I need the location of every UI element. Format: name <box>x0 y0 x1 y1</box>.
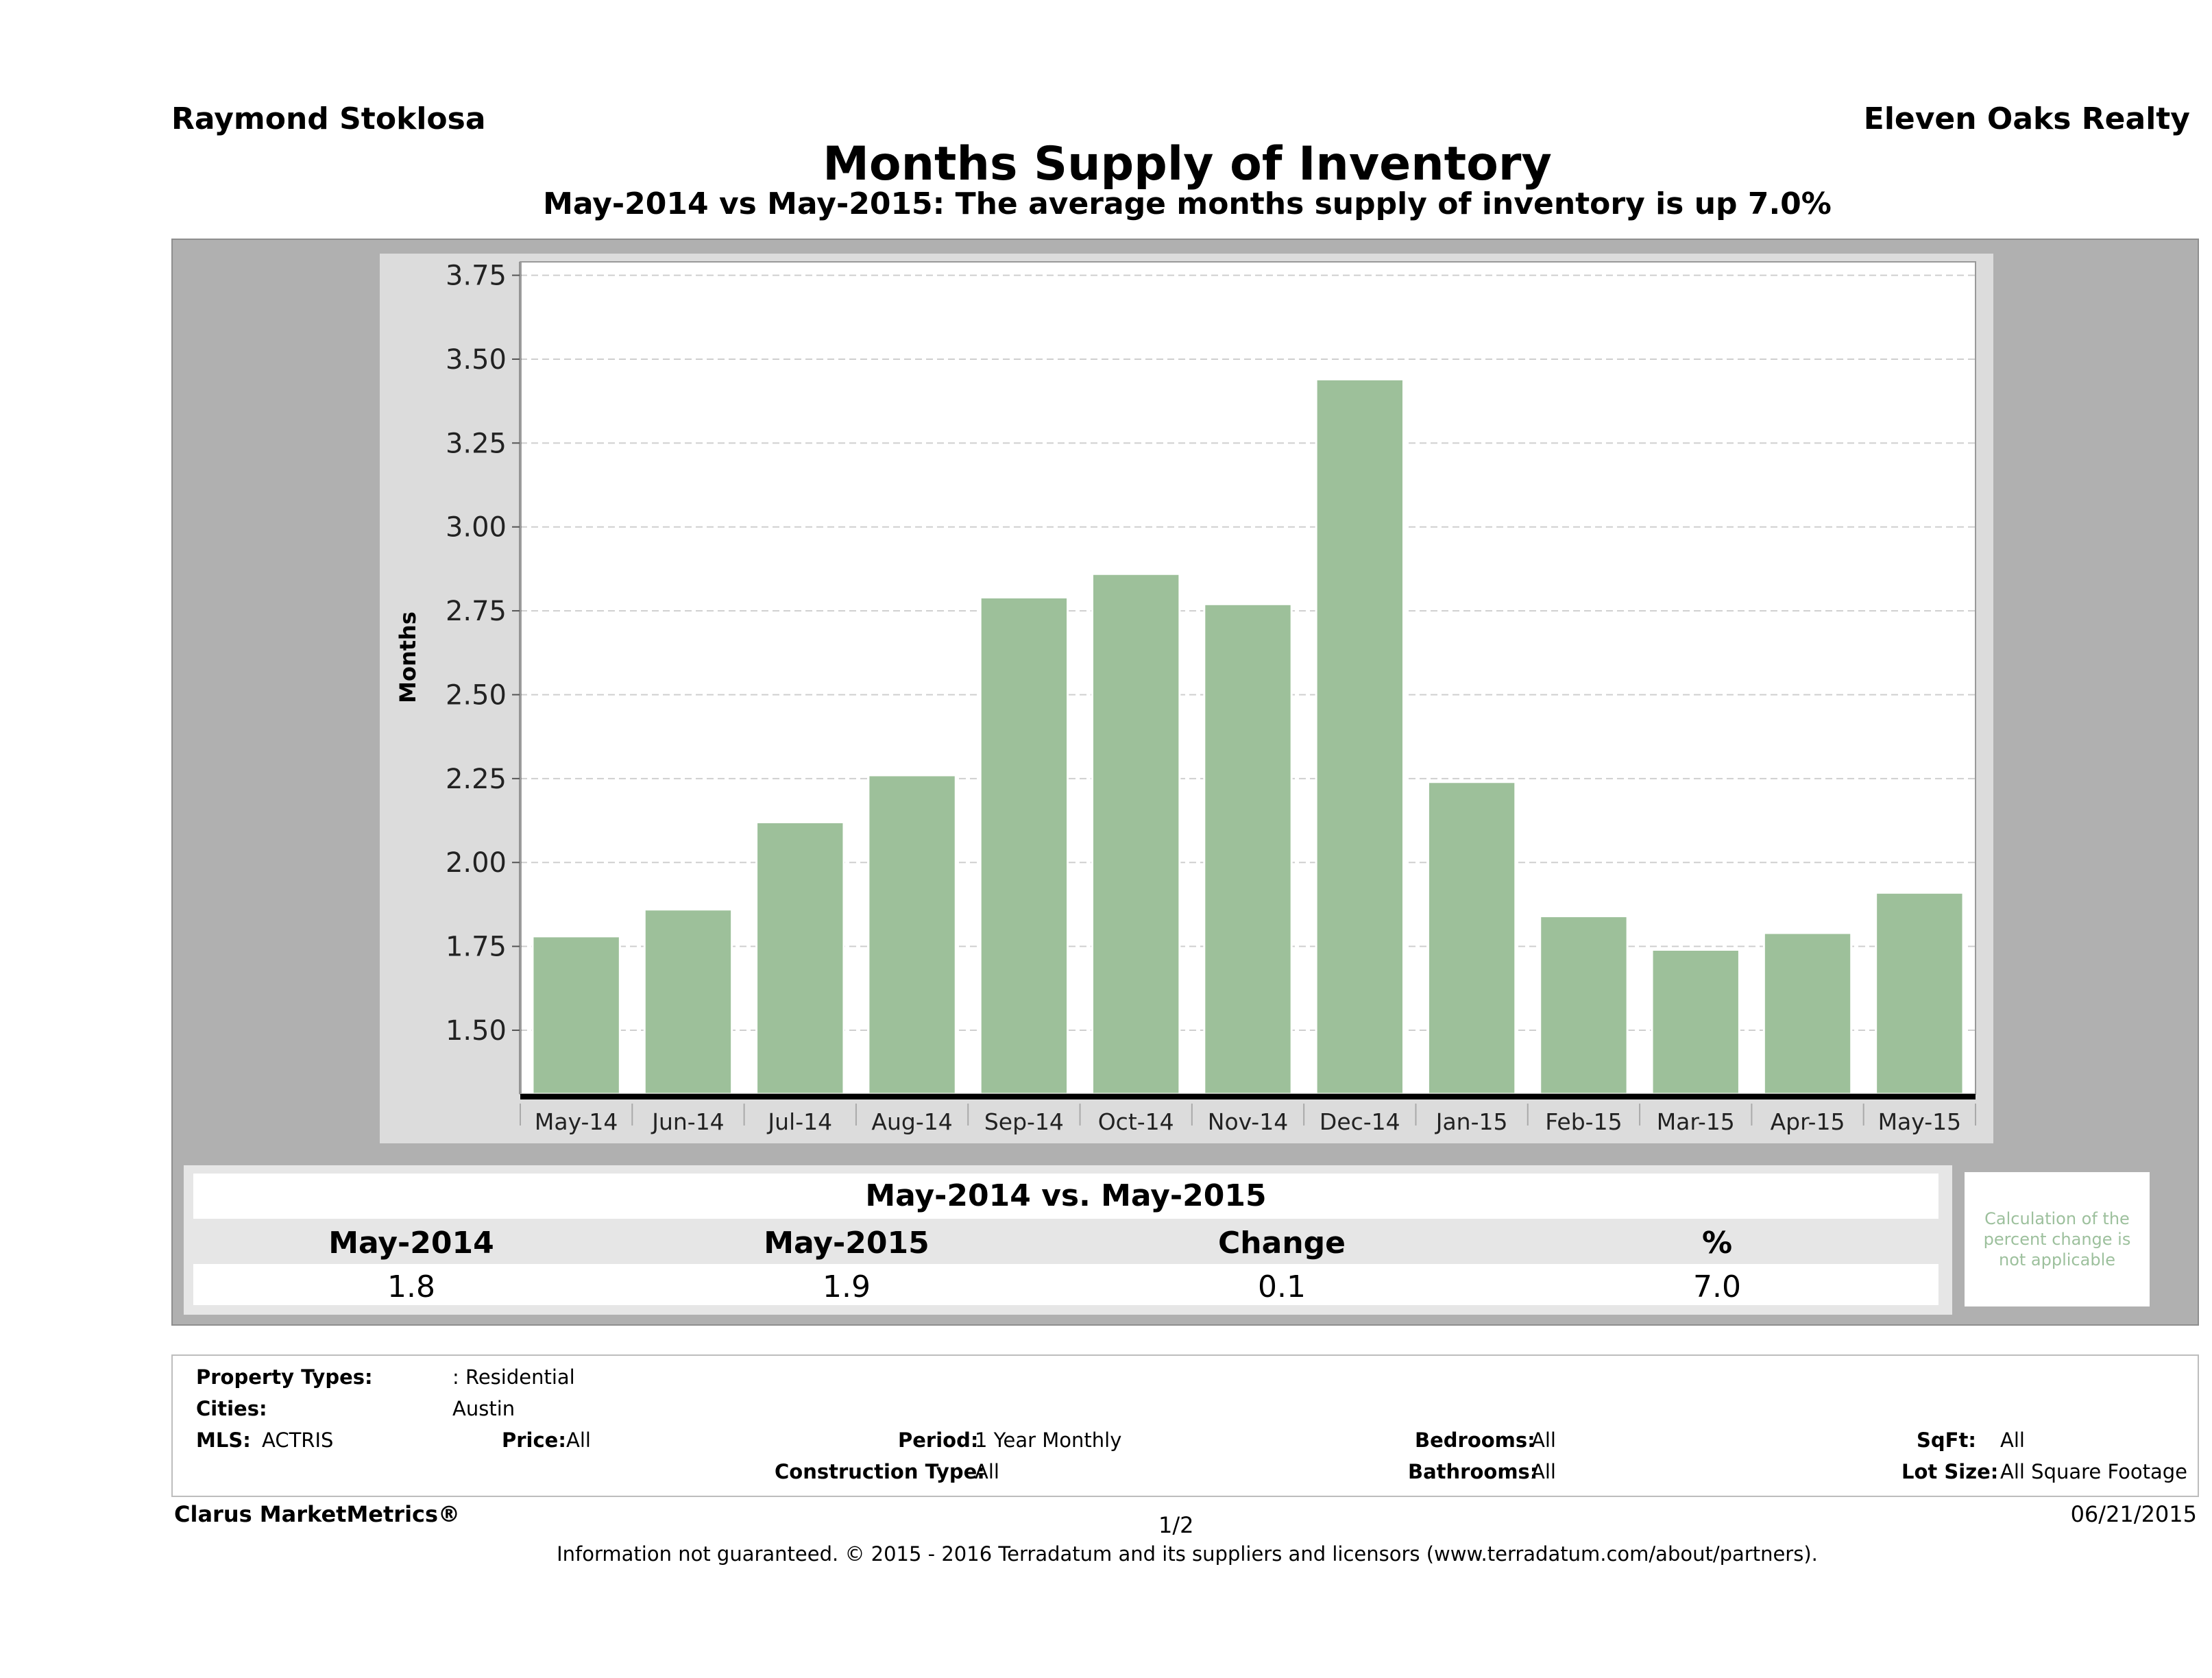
bar-nov-14 <box>1203 603 1293 1095</box>
x-tick-label: Feb-15 <box>1545 1108 1622 1135</box>
x-tick-label: Oct-14 <box>1098 1108 1174 1135</box>
y-tick-label: 3.25 <box>446 428 507 459</box>
bar-feb-15 <box>1539 915 1629 1095</box>
x-tick-label: Mar-15 <box>1657 1108 1735 1135</box>
y-tick-label: 1.50 <box>446 1015 507 1047</box>
page-number: 1/2 <box>1158 1512 1194 1538</box>
y-tick-label: 3.00 <box>446 512 507 544</box>
y-tick-label: 2.50 <box>446 679 507 711</box>
comparison-heading: May-2014 vs. May-2015 <box>193 1174 1938 1219</box>
chart-subtitle: May-2014 vs May-2015: The average months… <box>543 186 1832 221</box>
sqft-value: All <box>2000 1428 2025 1452</box>
bathrooms-value: All <box>1531 1460 1556 1483</box>
value-change: 0.1 <box>1258 1269 1306 1304</box>
mls-value: ACTRIS <box>262 1428 334 1452</box>
comparison-values-row <box>193 1264 1938 1305</box>
cities-value: Austin <box>452 1397 515 1420</box>
report-date: 06/21/2015 <box>2070 1501 2197 1527</box>
x-tick-label: Jun-14 <box>651 1108 724 1135</box>
company-name: Eleven Oaks Realty <box>1863 101 2190 136</box>
filters-panel <box>171 1354 2199 1497</box>
bar-jan-15 <box>1426 781 1517 1095</box>
col-header-change: Change <box>1218 1226 1346 1261</box>
col-header-may-2015: May-2015 <box>764 1226 929 1261</box>
bar-oct-14 <box>1091 572 1181 1095</box>
lot-size-value: All Square Footage <box>2000 1460 2188 1483</box>
y-tick-label: 3.50 <box>446 344 507 376</box>
y-tick-label: 2.00 <box>446 847 507 879</box>
x-tick-label: Dec-14 <box>1320 1108 1400 1135</box>
chart-title: Months Supply of Inventory <box>823 137 1552 191</box>
y-tick-label: 2.25 <box>446 764 507 795</box>
cities-label: Cities: <box>196 1397 267 1420</box>
y-tick-label: 2.75 <box>446 596 507 627</box>
bar-may-15 <box>1875 891 1965 1095</box>
value-may-2014: 1.8 <box>387 1269 435 1304</box>
bar-apr-15 <box>1762 932 1853 1095</box>
sqft-label: SqFt: <box>1917 1428 1976 1452</box>
bar-chart: 1.50 1.75 2.00 2.25 2.50 2.75 3.00 3.25 3.50 3.75… <box>395 260 1976 1135</box>
y-axis-label: Months <box>395 611 421 703</box>
agent-name: Raymond Stoklosa <box>171 101 486 136</box>
x-tick-label: Aug-14 <box>871 1108 952 1135</box>
x-tick-label: May-14 <box>535 1108 618 1135</box>
col-header-may-2014: May-2014 <box>328 1226 494 1261</box>
x-tick-label: May-15 <box>1878 1108 1962 1135</box>
x-tick-label: Sep-14 <box>984 1108 1064 1135</box>
property-types-value: : Residential <box>452 1365 575 1389</box>
bar-sep-14 <box>979 596 1069 1095</box>
percent-note-text: Calculation of the percent change is not… <box>1983 1209 2131 1269</box>
bar-jun-14 <box>643 908 733 1095</box>
x-tick-label: Nov-14 <box>1208 1108 1288 1135</box>
col-header-percent: % <box>1701 1226 1733 1261</box>
percent-note: Calculation of the percent change is not… <box>1965 1172 2150 1306</box>
period-label: Period: <box>898 1428 979 1452</box>
y-tick-label: 3.75 <box>446 260 507 292</box>
bar-jul-14 <box>755 820 845 1095</box>
bar-may-14 <box>531 935 621 1095</box>
construction-value: All <box>975 1460 999 1483</box>
bedrooms-value: All <box>1531 1428 1556 1452</box>
lot-size-label: Lot Size: <box>1901 1460 1999 1483</box>
bar-dec-14 <box>1315 378 1405 1095</box>
period-value: 1 Year Monthly <box>975 1428 1122 1452</box>
disclaimer: Information not guaranteed. © 2015 - 201… <box>557 1542 1818 1566</box>
y-tick-label: 1.75 <box>446 932 507 963</box>
value-percent: 7.0 <box>1693 1269 1741 1304</box>
value-may-2015: 1.9 <box>823 1269 871 1304</box>
price-label: Price: <box>502 1428 566 1452</box>
bar-mar-15 <box>1651 949 1740 1095</box>
property-types-label: Property Types: <box>196 1365 373 1389</box>
x-tick-label: Apr-15 <box>1771 1108 1845 1135</box>
footer-brand: Clarus MarketMetrics® <box>174 1501 461 1527</box>
bar-aug-14 <box>867 774 957 1095</box>
bathrooms-label: Bathrooms: <box>1408 1460 1538 1483</box>
x-tick-label: Jul-14 <box>766 1108 832 1135</box>
price-value: All <box>566 1428 591 1452</box>
construction-label: Construction Type: <box>775 1460 985 1483</box>
x-tick-label: Jan-15 <box>1435 1108 1508 1135</box>
mls-label: MLS: <box>196 1428 251 1452</box>
bedrooms-label: Bedrooms: <box>1415 1428 1535 1452</box>
